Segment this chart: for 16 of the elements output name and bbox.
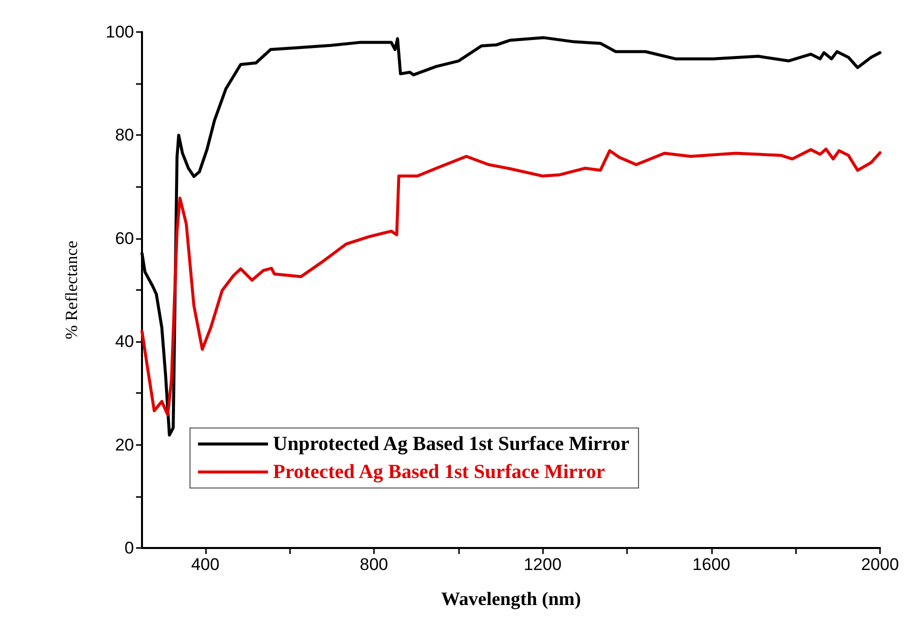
x-tick-label: 400 [191, 555, 220, 574]
x-tick-label: 2000 [861, 555, 899, 574]
y-tick-label: 40 [115, 332, 134, 352]
y-tick-label: 60 [115, 228, 134, 248]
y-tick-label: 20 [115, 435, 134, 454]
y-tick-label: 80 [115, 126, 134, 145]
legend-label: Unprotected Ag Based 1st Surface Mirror [273, 433, 630, 455]
x-tick-label: 1200 [524, 555, 562, 574]
x-tick-label: 800 [360, 555, 388, 574]
line-series [140, 148, 882, 416]
legend-label: Protected Ag Based 1st Surface Mirror [273, 461, 606, 483]
y-axis-title: % Reflectance [62, 240, 81, 340]
x-tick-label: 1600 [692, 555, 730, 574]
y-tick-label: 0 [124, 538, 134, 558]
y-tick-label: 100 [106, 22, 134, 42]
x-axis-title: Wavelength (nm) [441, 589, 581, 610]
